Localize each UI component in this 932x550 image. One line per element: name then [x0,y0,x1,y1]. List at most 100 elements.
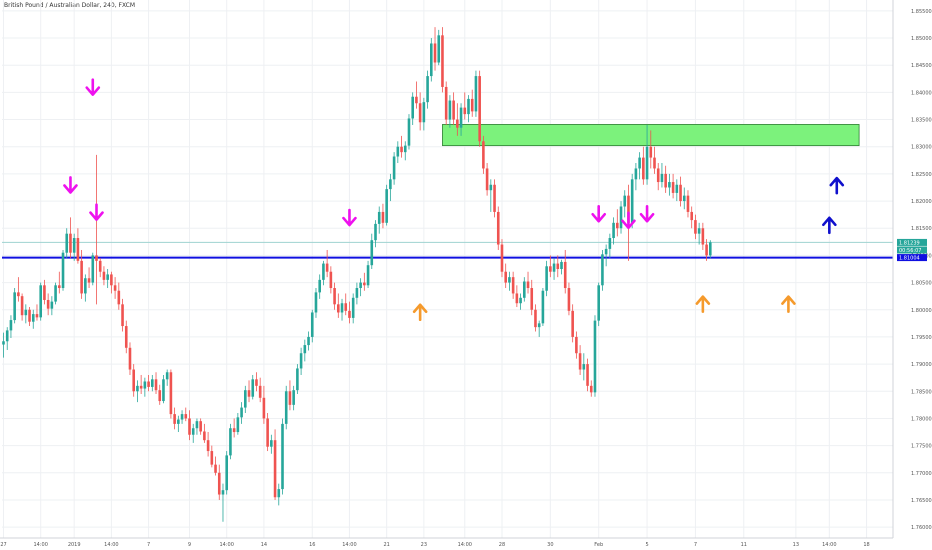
candle [549,266,552,272]
candle [333,288,336,305]
y-tick-label: 1.77500 [911,444,932,450]
x-tick-label: 16 [309,542,315,548]
candle [403,145,407,153]
price-tag-label: 1.81239 [899,240,920,246]
candle [593,320,597,393]
candle [210,451,214,465]
candle [281,423,284,490]
candle [255,379,258,386]
y-tick-label: 1.85000 [911,36,932,42]
candle [191,428,195,435]
candle [630,179,634,223]
candle [601,254,604,286]
candle [697,228,701,234]
candle [247,390,251,397]
candle [519,297,522,304]
candle [124,326,128,348]
candle [571,310,574,337]
candle [690,211,693,221]
candle [173,414,176,424]
candle [474,76,478,112]
candle [508,277,511,283]
candle [526,281,530,289]
candle [359,282,362,289]
candle [589,385,593,393]
candle [288,391,292,405]
x-tick-label: 7 [694,542,697,548]
candle [496,211,500,245]
y-tick-label: 1.85500 [911,9,932,15]
x-tick-label: 18 [863,542,869,548]
candle [113,285,117,291]
x-tick-label: Feb [594,542,603,548]
candle [9,320,13,331]
arrow-down-icon [89,203,104,221]
arrow-down-icon [639,204,655,223]
candle [437,35,441,63]
arrow-down-icon [591,204,606,223]
candle [143,381,147,389]
x-tick-label: 9 [188,542,191,548]
candle [128,347,132,370]
x-tick-label: 11 [741,542,747,548]
candle [705,244,708,256]
candle [545,266,548,291]
candle [619,206,623,229]
x-tick-label: 14:00 [33,542,47,548]
x-tick-label: 21 [383,542,389,548]
candle [537,323,541,328]
candle [80,260,83,294]
y-tick-label: 1.80000 [911,308,932,314]
candle [567,288,571,311]
x-tick-label: 14:00 [104,542,118,548]
candle [299,353,303,369]
candle [344,303,348,311]
candle [325,263,329,272]
candle [552,263,556,272]
candle [76,238,80,261]
candle [61,252,65,289]
candle [270,440,273,447]
annotations [63,78,845,322]
candle [433,43,437,63]
candle [117,290,121,305]
candle [98,260,102,272]
candle [452,100,455,120]
candle [65,233,69,253]
candle [709,242,712,256]
candle [258,385,262,398]
candle [35,314,39,318]
candle [221,490,225,495]
candle [169,372,173,415]
candle [139,385,143,389]
x-tick-label: 13 [793,542,799,548]
x-tick-label: 14:00 [219,542,233,548]
candle [348,310,351,318]
candle [418,103,422,123]
candle [28,309,31,322]
candle [389,179,392,190]
candle [121,304,124,327]
candle [351,297,355,318]
x-tick-label: 14:00 [822,542,836,548]
candle [158,390,162,402]
candle [686,195,690,212]
candle [675,184,679,193]
candle [95,255,98,261]
candle [608,238,612,249]
price-tag [897,246,927,254]
arrow-down-icon [85,78,101,96]
candle [671,182,675,193]
candle [5,330,9,342]
candle [385,189,388,223]
candle [184,414,188,419]
candle [54,285,57,302]
arrow-down-icon [63,176,78,194]
candle [623,195,627,207]
candle [69,233,72,253]
candle [91,255,95,283]
arrow-up-icon [695,295,711,313]
